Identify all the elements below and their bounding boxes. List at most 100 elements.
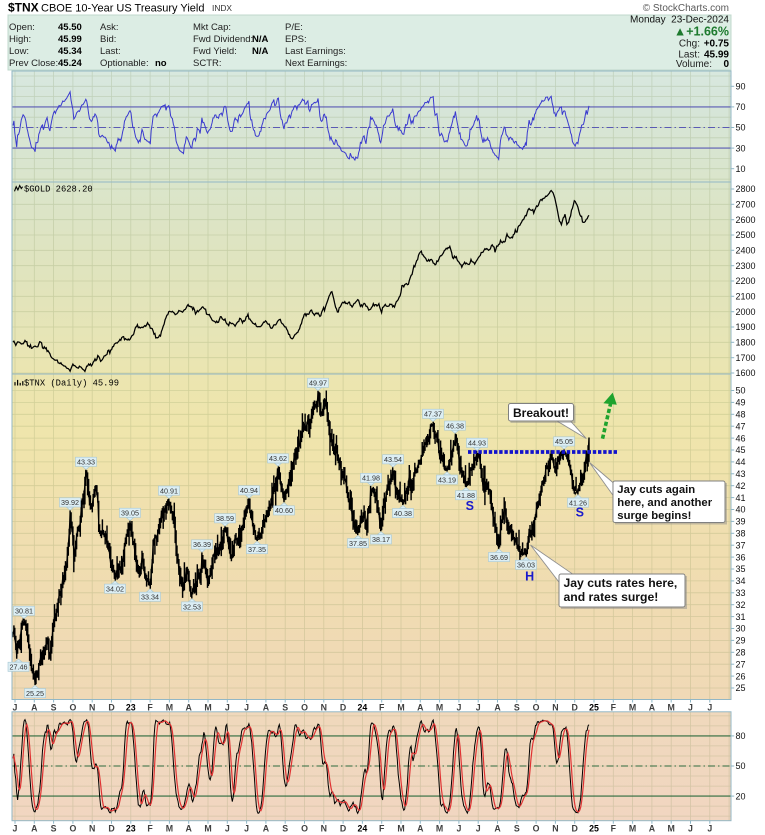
svg-text:N/A: N/A [252,34,269,45]
svg-text:10: 10 [736,164,746,174]
svg-text:N: N [89,824,95,834]
svg-text:46.38: 46.38 [446,421,464,430]
svg-text:INDX: INDX [212,3,232,13]
svg-text:$TNX (Daily) 45.99: $TNX (Daily) 45.99 [24,379,119,389]
svg-text:41.88: 41.88 [457,491,475,500]
svg-text:N: N [321,703,327,713]
svg-text:36: 36 [736,552,746,562]
svg-text:27.46: 27.46 [10,663,28,672]
svg-text:36.39: 36.39 [193,540,211,549]
svg-text:J: J [707,703,712,713]
svg-text:S: S [282,703,288,713]
svg-text:O: O [533,824,540,834]
svg-text:H: H [525,570,534,584]
svg-text:41.26: 41.26 [569,498,587,507]
svg-text:J: J [13,703,18,713]
svg-text:2500: 2500 [736,230,756,240]
svg-text:38.17: 38.17 [372,535,390,544]
svg-text:45: 45 [736,445,746,455]
svg-text:High:: High: [9,34,31,45]
svg-text:26: 26 [736,671,746,681]
svg-text:43: 43 [736,469,746,479]
svg-text:43.19: 43.19 [438,475,456,484]
svg-text:36.69: 36.69 [490,553,508,562]
svg-text:45.24: 45.24 [58,58,82,69]
svg-text:A: A [31,824,38,834]
svg-text:N: N [552,703,558,713]
svg-text:Last:: Last: [100,46,121,57]
svg-text:M: M [668,824,675,834]
svg-text:J: J [225,824,230,834]
svg-text:39: 39 [736,517,746,527]
svg-text:S: S [514,824,520,834]
svg-text:J: J [244,703,249,713]
svg-text:S: S [576,506,584,520]
svg-text:36.03: 36.03 [517,561,535,570]
svg-text:M: M [436,824,443,834]
svg-text:J: J [225,703,230,713]
svg-text:D: D [572,824,578,834]
svg-text:M: M [397,703,404,713]
svg-text:41: 41 [736,493,746,503]
svg-text:29: 29 [736,636,746,646]
svg-text:$GOLD 2628.20: $GOLD 2628.20 [24,185,93,195]
svg-text:32: 32 [736,600,746,610]
svg-text:J: J [13,824,18,834]
svg-text:46: 46 [736,433,746,443]
svg-text:Jay cuts again: Jay cuts again [617,484,695,496]
svg-text:42: 42 [736,481,746,491]
svg-text:50: 50 [736,761,746,771]
svg-text:M: M [668,703,675,713]
svg-text:M: M [204,703,211,713]
svg-text:45.34: 45.34 [58,46,82,57]
svg-text:Bid:: Bid: [100,34,116,45]
svg-text:A: A [263,824,270,834]
svg-text:25.25: 25.25 [26,689,44,698]
svg-text:F: F [379,703,385,713]
svg-text:© StockCharts.com: © StockCharts.com [643,3,729,14]
svg-text:O: O [533,703,540,713]
svg-text:45.50: 45.50 [58,22,82,33]
svg-text:A: A [649,703,656,713]
svg-text:N: N [321,824,327,834]
svg-text:J: J [456,703,461,713]
svg-text:25: 25 [736,683,746,693]
svg-text:O: O [301,824,308,834]
svg-text:P/E:: P/E: [285,22,303,33]
svg-text:50: 50 [736,123,746,133]
svg-text:40.38: 40.38 [394,509,412,518]
svg-text:24: 24 [358,824,368,834]
svg-text:47: 47 [736,421,746,431]
svg-text:31: 31 [736,612,746,622]
svg-text:34: 34 [736,576,746,586]
svg-text:43.33: 43.33 [77,458,95,467]
svg-text:A: A [494,824,501,834]
svg-text:44: 44 [736,457,746,467]
svg-text:2000: 2000 [736,307,756,317]
svg-text:A: A [417,703,424,713]
svg-text:no: no [155,58,167,69]
svg-text:EPS:: EPS: [285,34,307,45]
svg-text:S: S [514,703,520,713]
svg-text:20: 20 [736,791,746,801]
svg-text:$TNX: $TNX [8,1,39,15]
svg-text:F: F [147,703,153,713]
svg-text:40.94: 40.94 [240,486,258,495]
svg-text:Jay cuts rates here,: Jay cuts rates here, [564,576,678,590]
svg-text:44.93: 44.93 [468,439,486,448]
svg-text:N: N [89,703,95,713]
svg-text:J: J [688,824,693,834]
svg-text:J: J [688,703,693,713]
svg-text:Mkt Cap:: Mkt Cap: [193,22,231,33]
svg-text:39.05: 39.05 [121,509,139,518]
svg-text:D: D [340,824,346,834]
svg-text:Open:: Open: [9,22,35,33]
svg-text:40: 40 [736,505,746,515]
svg-text:Next Earnings:: Next Earnings: [285,58,347,69]
svg-text:34.02: 34.02 [106,585,124,594]
svg-text:30: 30 [736,143,746,153]
svg-text:M: M [397,824,404,834]
svg-text:N/A: N/A [252,46,269,57]
svg-text:43.54: 43.54 [384,455,402,464]
svg-text:80: 80 [736,731,746,741]
